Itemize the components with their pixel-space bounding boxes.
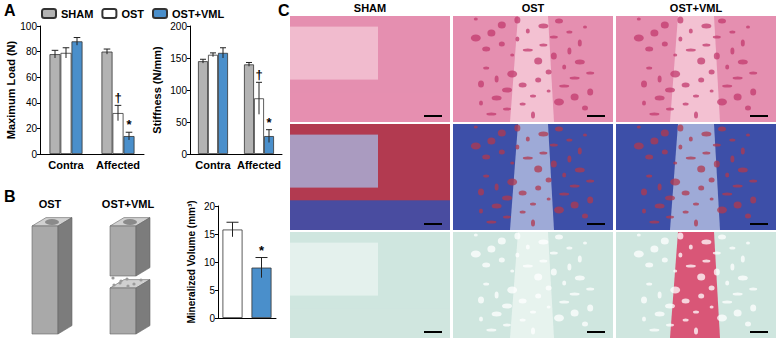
svg-text:SHAM: SHAM bbox=[61, 8, 93, 20]
svg-text:0: 0 bbox=[31, 149, 37, 160]
svg-text:*: * bbox=[259, 243, 265, 258]
svg-text:40: 40 bbox=[26, 97, 38, 108]
html-text:B: B bbox=[4, 188, 16, 205]
svg-text:0: 0 bbox=[209, 313, 215, 324]
svg-text:OST+VML: OST+VML bbox=[670, 2, 723, 14]
svg-text:15: 15 bbox=[204, 229, 216, 240]
svg-text:20: 20 bbox=[204, 201, 216, 212]
svg-text:0: 0 bbox=[181, 149, 187, 160]
svg-text:Contra: Contra bbox=[195, 159, 231, 171]
svg-text:†: † bbox=[114, 90, 121, 105]
svg-text:OST: OST bbox=[121, 8, 144, 20]
svg-text:Mineralized Volume (mm³): Mineralized Volume (mm³) bbox=[186, 200, 197, 323]
svg-text:50: 50 bbox=[176, 117, 188, 128]
svg-text:80: 80 bbox=[26, 46, 38, 57]
svg-text:100: 100 bbox=[170, 85, 187, 96]
svg-text:200: 200 bbox=[170, 21, 187, 32]
svg-text:OST+VML: OST+VML bbox=[102, 198, 155, 210]
svg-text:5: 5 bbox=[209, 285, 215, 296]
html-text:C: C bbox=[278, 2, 290, 19]
svg-text:*: * bbox=[266, 115, 272, 130]
svg-text:Contra: Contra bbox=[48, 159, 84, 171]
svg-text:OST+VML: OST+VML bbox=[172, 8, 225, 20]
svg-text:10: 10 bbox=[204, 257, 216, 268]
svg-text:60: 60 bbox=[26, 72, 38, 83]
svg-text:100: 100 bbox=[20, 21, 37, 32]
svg-text:Affected: Affected bbox=[237, 159, 281, 171]
svg-text:SHAM: SHAM bbox=[354, 2, 386, 14]
svg-text:†: † bbox=[255, 67, 262, 82]
svg-text:OST: OST bbox=[522, 2, 545, 14]
svg-text:20: 20 bbox=[26, 123, 38, 134]
svg-text:OST: OST bbox=[39, 198, 62, 210]
svg-text:Affected: Affected bbox=[96, 159, 140, 171]
svg-text:*: * bbox=[126, 117, 132, 132]
svg-text:150: 150 bbox=[170, 53, 187, 64]
svg-text:Maximum Load (N): Maximum Load (N) bbox=[5, 40, 17, 139]
svg-text:Stiffness (N/mm): Stiffness (N/mm) bbox=[151, 46, 163, 134]
html-text:A: A bbox=[4, 2, 16, 19]
